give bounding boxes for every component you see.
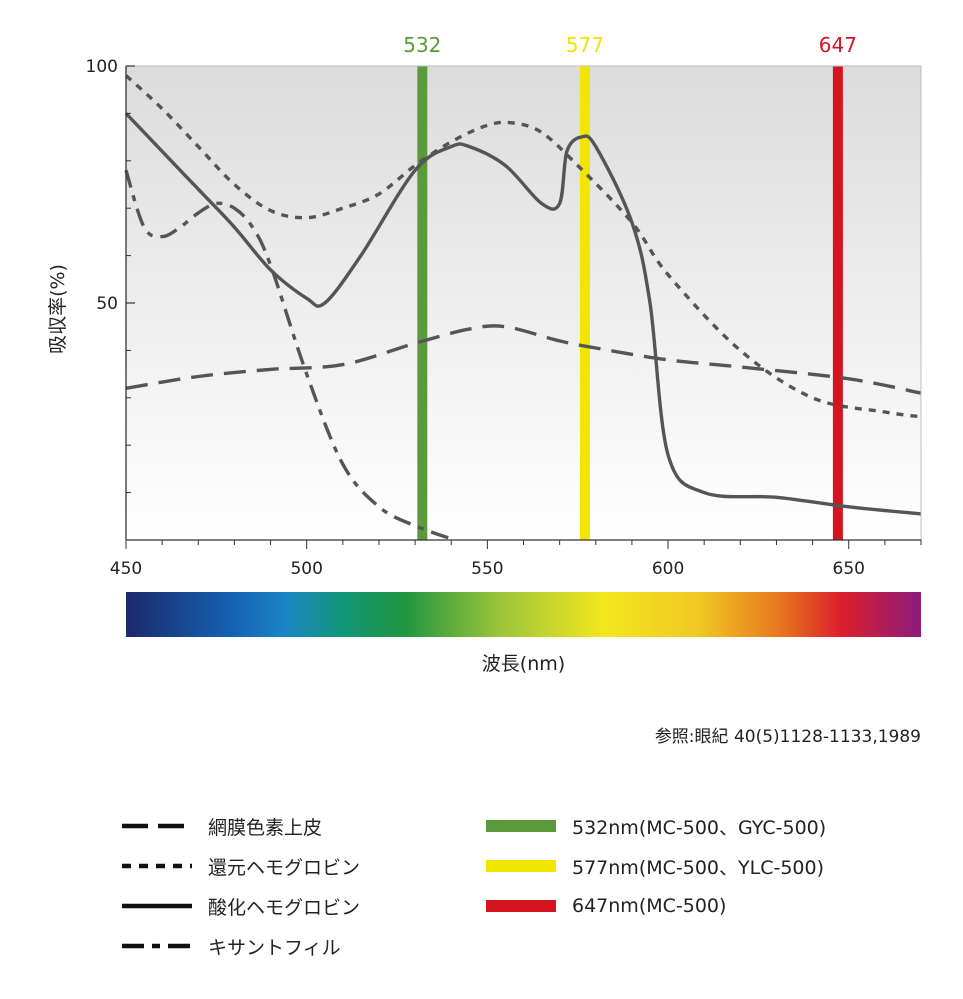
legend-label: キサントフィル xyxy=(208,936,341,959)
legend-item: キサントフィル xyxy=(122,926,360,966)
laser-marker-label: 532 xyxy=(403,33,441,57)
laser-marker-647 xyxy=(832,66,843,540)
laser-marker-label: 647 xyxy=(819,33,857,57)
legend-lasers: 532nm(MC-500、GYC-500) 577nm(MC-500、YLC-50… xyxy=(486,806,826,926)
series-line-3 xyxy=(124,112,922,516)
legend-color-swatch xyxy=(486,820,556,832)
source-citation: 参照:眼紀 40(5)1128-1133,1989 xyxy=(654,727,921,747)
x-tick-label: 500 xyxy=(290,559,322,579)
absorption-chart: 532 577 647 50 100 450 500 550 600 650 波長(nm) 吸収… xyxy=(47,33,922,675)
legend-line-swatch xyxy=(122,903,192,909)
legend-item: 還元ヘモグロビン xyxy=(122,846,360,886)
laser-marker-label: 577 xyxy=(566,33,604,57)
x-tick-label: 650 xyxy=(833,559,865,579)
legend-label: 還元ヘモグロビン xyxy=(208,856,361,879)
legend-item: 酸化ヘモグロビン xyxy=(122,886,360,926)
legend-label: 酸化ヘモグロビン xyxy=(208,896,361,919)
x-axis-title: 波長(nm) xyxy=(482,653,565,675)
series-line-4 xyxy=(124,169,456,542)
y-tick-label: 50 xyxy=(96,294,118,314)
legend-curves: 網膜色素上皮還元ヘモグロビン 酸化ヘモグロビン キサントフィル xyxy=(122,806,360,966)
y-axis-title: 吸収率(%) xyxy=(47,264,69,354)
legend-color-swatch xyxy=(486,860,556,872)
x-tick-label: 450 xyxy=(110,559,142,579)
legend-label: 網膜色素上皮 xyxy=(208,816,323,839)
legend-line-swatch xyxy=(122,823,192,829)
legend-item: 網膜色素上皮 xyxy=(122,806,360,846)
legend-label: 532nm(MC-500、GYC-500) xyxy=(572,816,827,839)
laser-marker-577 xyxy=(579,66,590,540)
y-tick-label: 100 xyxy=(86,57,118,77)
legend-item: 532nm(MC-500、GYC-500) xyxy=(486,806,826,846)
spectrum-color-bar xyxy=(126,592,921,637)
x-tick-label: 550 xyxy=(471,559,503,579)
plot-background xyxy=(126,66,921,540)
legend-color-swatch xyxy=(486,900,556,912)
legend-line-swatch xyxy=(122,863,192,869)
laser-marker-532 xyxy=(417,66,428,540)
legend-item: 647nm(MC-500) xyxy=(486,886,826,926)
legend-label: 577nm(MC-500、YLC-500) xyxy=(572,856,825,879)
legend-label: 647nm(MC-500) xyxy=(572,895,727,917)
legend-line-swatch xyxy=(122,943,192,949)
x-tick-label: 600 xyxy=(652,559,684,579)
series-line-1 xyxy=(125,324,922,395)
legend-item: 577nm(MC-500、YLC-500) xyxy=(486,846,826,886)
